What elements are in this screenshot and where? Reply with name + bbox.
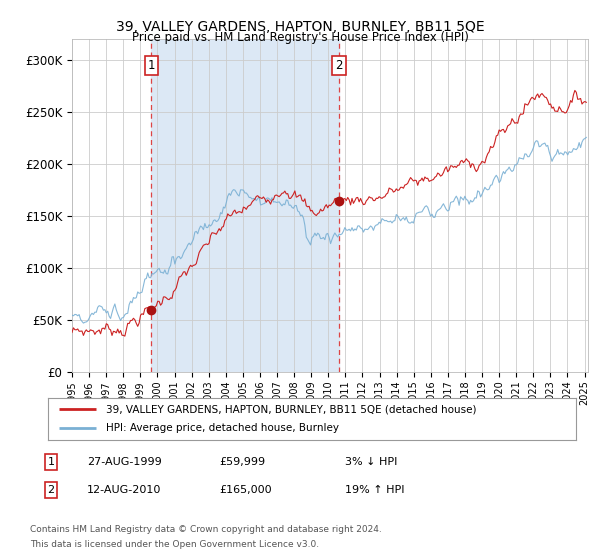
Text: 12-AUG-2010: 12-AUG-2010 (87, 485, 161, 495)
Text: 3% ↓ HPI: 3% ↓ HPI (345, 457, 397, 467)
Text: Price paid vs. HM Land Registry's House Price Index (HPI): Price paid vs. HM Land Registry's House … (131, 31, 469, 44)
Bar (151, 39, 339, 372)
Text: This data is licensed under the Open Government Licence v3.0.: This data is licensed under the Open Gov… (30, 540, 319, 549)
Text: 39, VALLEY GARDENS, HAPTON, BURNLEY, BB11 5QE: 39, VALLEY GARDENS, HAPTON, BURNLEY, BB1… (116, 20, 484, 34)
Text: £59,999: £59,999 (219, 457, 265, 467)
Text: 1: 1 (47, 457, 55, 467)
Text: 27-AUG-1999: 27-AUG-1999 (87, 457, 162, 467)
Text: 2: 2 (335, 59, 343, 72)
Text: £165,000: £165,000 (219, 485, 272, 495)
Text: Contains HM Land Registry data © Crown copyright and database right 2024.: Contains HM Land Registry data © Crown c… (30, 525, 382, 534)
Text: HPI: Average price, detached house, Burnley: HPI: Average price, detached house, Burn… (106, 423, 339, 433)
Text: 19% ↑ HPI: 19% ↑ HPI (345, 485, 404, 495)
Text: 1: 1 (148, 59, 155, 72)
Text: 39, VALLEY GARDENS, HAPTON, BURNLEY, BB11 5QE (detached house): 39, VALLEY GARDENS, HAPTON, BURNLEY, BB1… (106, 404, 476, 414)
Text: 2: 2 (47, 485, 55, 495)
